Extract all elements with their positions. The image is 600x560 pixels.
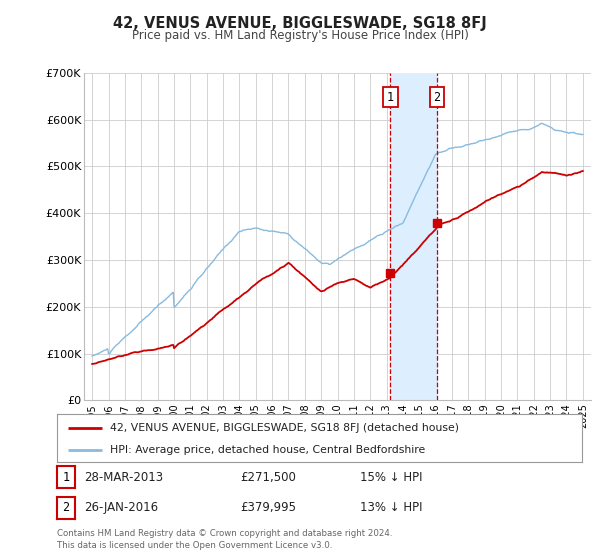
Bar [391, 73, 437, 400]
Text: £271,500: £271,500 [240, 470, 296, 484]
Text: 2: 2 [62, 501, 70, 515]
Text: £379,995: £379,995 [240, 501, 296, 515]
Text: 15% ↓ HPI: 15% ↓ HPI [360, 470, 422, 484]
Text: 26-JAN-2016: 26-JAN-2016 [84, 501, 158, 515]
Text: 1: 1 [387, 91, 394, 104]
Text: 2: 2 [433, 91, 440, 104]
Text: 1: 1 [62, 470, 70, 484]
Text: Price paid vs. HM Land Registry's House Price Index (HPI): Price paid vs. HM Land Registry's House … [131, 29, 469, 42]
Text: Contains HM Land Registry data © Crown copyright and database right 2024.
This d: Contains HM Land Registry data © Crown c… [57, 529, 392, 550]
Text: HPI: Average price, detached house, Central Bedfordshire: HPI: Average price, detached house, Cent… [110, 445, 425, 455]
Text: 42, VENUS AVENUE, BIGGLESWADE, SG18 8FJ (detached house): 42, VENUS AVENUE, BIGGLESWADE, SG18 8FJ … [110, 423, 458, 433]
Text: 28-MAR-2013: 28-MAR-2013 [84, 470, 163, 484]
Text: 42, VENUS AVENUE, BIGGLESWADE, SG18 8FJ: 42, VENUS AVENUE, BIGGLESWADE, SG18 8FJ [113, 16, 487, 31]
Text: 13% ↓ HPI: 13% ↓ HPI [360, 501, 422, 515]
